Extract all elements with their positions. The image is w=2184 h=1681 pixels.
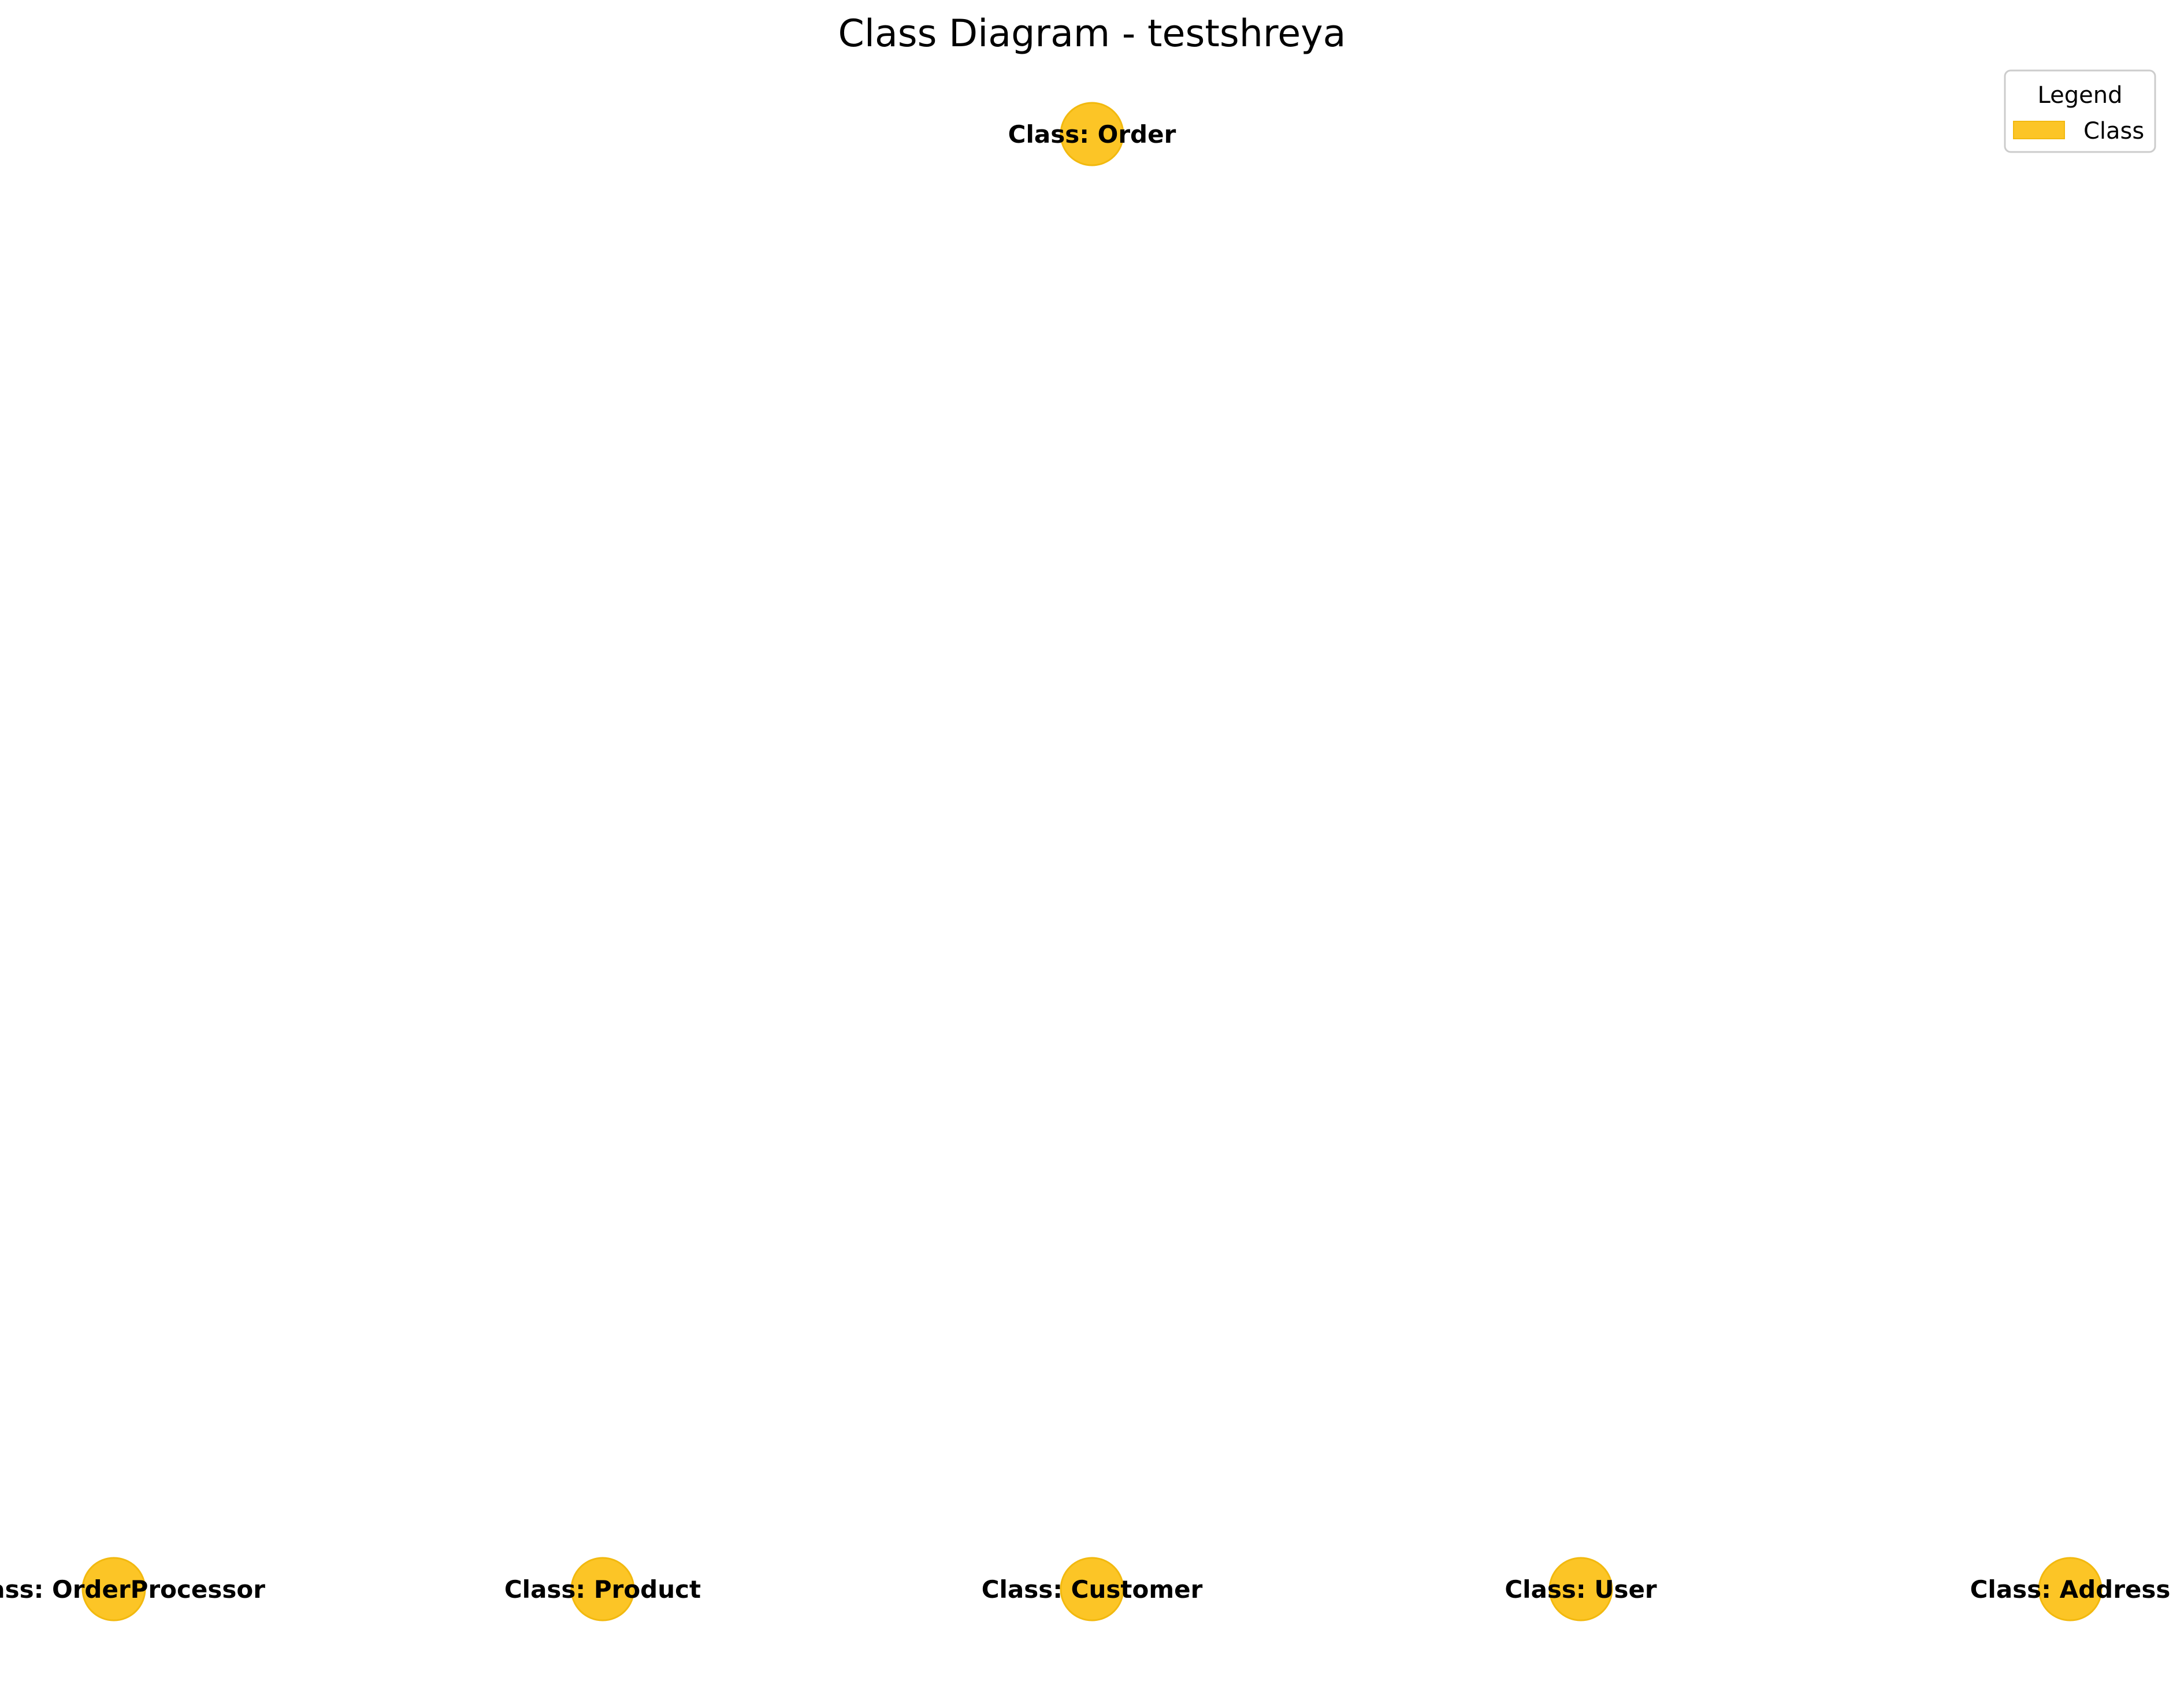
legend: Legend Class: [2004, 69, 2156, 153]
class-node-address[interactable]: Class: Address: [1970, 1557, 2171, 1621]
legend-title: Legend: [2038, 82, 2123, 109]
class-node-circle: [1060, 1557, 1124, 1621]
diagram-title: Class Diagram - testshreya: [838, 12, 1346, 55]
class-node-circle: [1548, 1557, 1613, 1621]
class-node-product[interactable]: Class: Product: [504, 1557, 701, 1621]
class-node-circle: [2038, 1557, 2103, 1621]
class-node-label: Class: Product: [504, 1575, 701, 1604]
class-node-user[interactable]: Class: User: [1505, 1557, 1657, 1621]
class-node-label: Class: User: [1505, 1575, 1657, 1604]
class-node-customer[interactable]: Class: Customer: [982, 1557, 1203, 1621]
class-node-label: Class: Order: [1008, 120, 1176, 149]
class-node-circle: [570, 1557, 635, 1621]
class-node-circle: [1060, 102, 1124, 166]
legend-label-class: Class: [2083, 118, 2144, 144]
class-node-label: Class: Address: [1970, 1575, 2171, 1604]
class-node-circle: [81, 1557, 146, 1621]
class-node-label: Class: OrderProcessor: [0, 1575, 265, 1604]
class-node-orderprocessor[interactable]: Class: OrderProcessor: [0, 1557, 265, 1621]
class-node-order[interactable]: Class: Order: [1008, 102, 1176, 166]
legend-swatch-class: [2013, 121, 2065, 139]
class-node-label: Class: Customer: [982, 1575, 1203, 1604]
